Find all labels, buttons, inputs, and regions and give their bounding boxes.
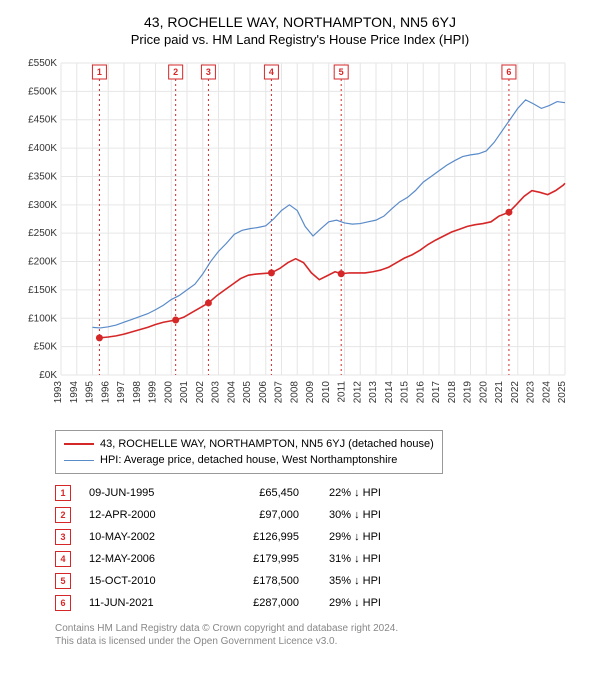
svg-text:£350K: £350K <box>28 171 57 182</box>
svg-text:2023: 2023 <box>526 381 537 404</box>
footnote-line2: This data is licensed under the Open Gov… <box>55 635 585 648</box>
chart-title: 43, ROCHELLE WAY, NORTHAMPTON, NN5 6YJ <box>15 14 585 30</box>
table-row: 3 10-MAY-2002£126,99529% ↓ HPI <box>55 526 391 548</box>
sale-marker: 2 <box>55 507 71 523</box>
svg-text:£250K: £250K <box>28 228 57 239</box>
svg-text:£100K: £100K <box>28 313 57 324</box>
sale-diff: 35% ↓ HPI <box>329 570 391 592</box>
svg-text:2: 2 <box>173 67 178 77</box>
sale-diff: 22% ↓ HPI <box>329 482 391 504</box>
sale-marker: 6 <box>55 595 71 611</box>
table-row: 4 12-MAY-2006£179,99531% ↓ HPI <box>55 548 391 570</box>
table-row: 5 15-OCT-2010£178,50035% ↓ HPI <box>55 570 391 592</box>
sale-date: 12-MAY-2006 <box>89 548 209 570</box>
sale-price: £65,450 <box>209 482 329 504</box>
svg-text:1994: 1994 <box>69 381 80 404</box>
sale-price: £126,995 <box>209 526 329 548</box>
legend: 43, ROCHELLE WAY, NORTHAMPTON, NN5 6YJ (… <box>55 430 443 474</box>
svg-text:£150K: £150K <box>28 285 57 296</box>
svg-text:2018: 2018 <box>447 381 458 404</box>
svg-text:£300K: £300K <box>28 200 57 211</box>
svg-text:2025: 2025 <box>557 381 568 404</box>
svg-text:£400K: £400K <box>28 143 57 154</box>
svg-text:2021: 2021 <box>494 381 505 404</box>
svg-text:3: 3 <box>206 67 211 77</box>
legend-item: 43, ROCHELLE WAY, NORTHAMPTON, NN5 6YJ (… <box>64 436 434 452</box>
svg-text:2007: 2007 <box>274 381 285 404</box>
svg-text:2000: 2000 <box>163 381 174 404</box>
svg-text:5: 5 <box>339 67 344 77</box>
chart-subtitle: Price paid vs. HM Land Registry's House … <box>15 32 585 47</box>
legend-swatch <box>64 443 94 445</box>
svg-text:1: 1 <box>97 67 102 77</box>
svg-text:2022: 2022 <box>510 381 521 404</box>
sale-diff: 29% ↓ HPI <box>329 592 391 614</box>
sale-marker: 3 <box>55 529 71 545</box>
svg-text:2003: 2003 <box>211 381 222 404</box>
sale-diff: 29% ↓ HPI <box>329 526 391 548</box>
svg-text:2004: 2004 <box>226 381 237 404</box>
svg-text:1998: 1998 <box>132 381 143 404</box>
footnote: Contains HM Land Registry data © Crown c… <box>55 622 585 648</box>
table-row: 1 09-JUN-1995£65,45022% ↓ HPI <box>55 482 391 504</box>
sale-marker: 5 <box>55 573 71 589</box>
svg-text:£500K: £500K <box>28 86 57 97</box>
sale-diff: 30% ↓ HPI <box>329 504 391 526</box>
svg-text:2002: 2002 <box>195 381 206 404</box>
svg-text:2013: 2013 <box>368 381 379 404</box>
svg-text:2016: 2016 <box>415 381 426 404</box>
svg-text:1993: 1993 <box>53 381 64 404</box>
sale-price: £287,000 <box>209 592 329 614</box>
sale-date: 09-JUN-1995 <box>89 482 209 504</box>
svg-text:1996: 1996 <box>100 381 111 404</box>
footnote-line1: Contains HM Land Registry data © Crown c… <box>55 622 585 635</box>
sales-table: 1 09-JUN-1995£65,45022% ↓ HPI 2 12-APR-2000… <box>55 482 391 614</box>
svg-text:1997: 1997 <box>116 381 127 404</box>
svg-text:£200K: £200K <box>28 257 57 268</box>
svg-text:6: 6 <box>506 67 511 77</box>
legend-label: 43, ROCHELLE WAY, NORTHAMPTON, NN5 6YJ (… <box>100 436 434 452</box>
sale-marker: 1 <box>55 485 71 501</box>
sale-date: 11-JUN-2021 <box>89 592 209 614</box>
svg-text:2024: 2024 <box>541 381 552 404</box>
sale-date: 10-MAY-2002 <box>89 526 209 548</box>
sale-price: £179,995 <box>209 548 329 570</box>
legend-item: HPI: Average price, detached house, West… <box>64 452 434 468</box>
legend-swatch <box>64 460 94 461</box>
svg-text:2005: 2005 <box>242 381 253 404</box>
svg-text:2017: 2017 <box>431 381 442 404</box>
svg-text:2008: 2008 <box>289 381 300 404</box>
svg-text:2009: 2009 <box>305 381 316 404</box>
svg-text:2014: 2014 <box>384 381 395 404</box>
table-row: 2 12-APR-2000£97,00030% ↓ HPI <box>55 504 391 526</box>
table-row: 6 11-JUN-2021£287,00029% ↓ HPI <box>55 592 391 614</box>
svg-text:1995: 1995 <box>85 381 96 404</box>
price-chart: £0K £50K £100K £150K £200K £250K £300K £350K £40… <box>15 57 585 422</box>
legend-label: HPI: Average price, detached house, West… <box>100 452 397 468</box>
sale-date: 12-APR-2000 <box>89 504 209 526</box>
svg-text:2015: 2015 <box>400 381 411 404</box>
sale-price: £97,000 <box>209 504 329 526</box>
svg-text:£0K: £0K <box>39 370 57 381</box>
sale-price: £178,500 <box>209 570 329 592</box>
svg-text:£50K: £50K <box>34 342 58 353</box>
svg-text:1999: 1999 <box>148 381 159 404</box>
sale-diff: 31% ↓ HPI <box>329 548 391 570</box>
svg-text:2001: 2001 <box>179 381 190 404</box>
svg-text:£550K: £550K <box>28 58 57 69</box>
svg-text:£450K: £450K <box>28 115 57 126</box>
svg-text:2006: 2006 <box>258 381 269 404</box>
svg-text:2010: 2010 <box>321 381 332 404</box>
svg-text:2020: 2020 <box>478 381 489 404</box>
sale-marker: 4 <box>55 551 71 567</box>
svg-text:2012: 2012 <box>352 381 363 404</box>
sale-date: 15-OCT-2010 <box>89 570 209 592</box>
svg-text:4: 4 <box>269 67 274 77</box>
svg-text:2011: 2011 <box>337 381 348 403</box>
svg-text:2019: 2019 <box>463 381 474 404</box>
